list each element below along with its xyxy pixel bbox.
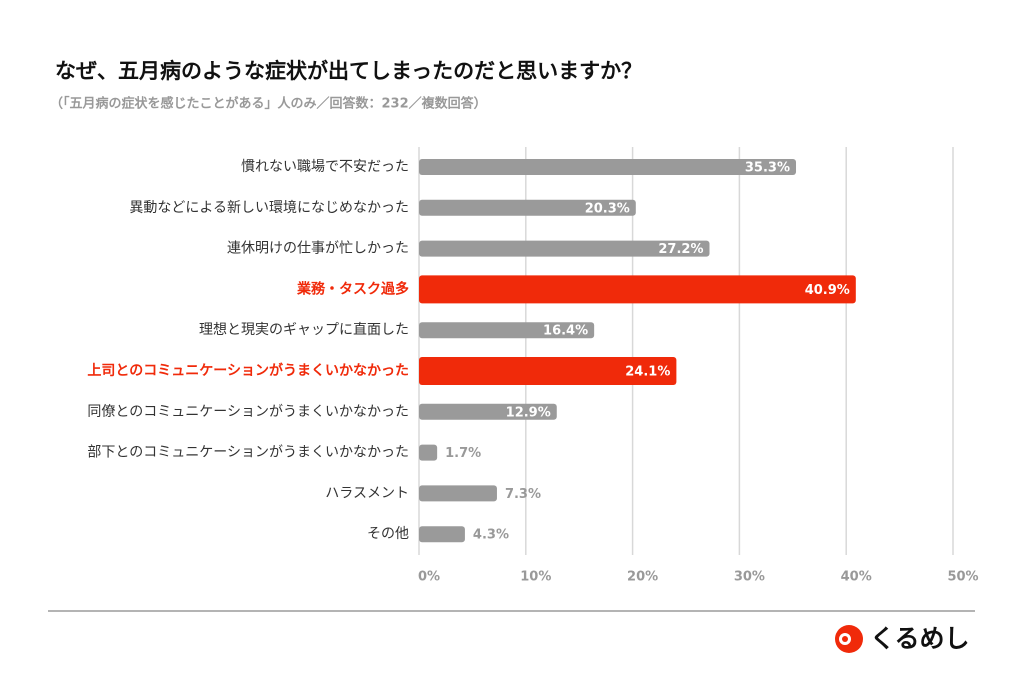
bar: [419, 485, 497, 502]
category-label: 理想と現実のギャップに直面した: [199, 321, 409, 338]
x-tick-label: 10%: [520, 570, 551, 585]
value-label: 1.7%: [445, 446, 481, 461]
x-tick-label: 50%: [947, 570, 978, 585]
value-label: 35.3%: [745, 161, 790, 176]
category-label: 連休明けの仕事が忙しかった: [227, 241, 409, 257]
category-label: 部下とのコミュニケーションがうまくいかなかった: [87, 445, 409, 461]
category-label: 異動などによる新しい環境になじめなかった: [129, 200, 409, 216]
bar: [419, 403, 557, 420]
value-label: 16.4%: [543, 324, 588, 339]
x-tick-label: 40%: [841, 570, 872, 585]
value-label: 12.9%: [506, 405, 551, 420]
value-label: 27.2%: [658, 242, 703, 257]
bar: [419, 444, 438, 461]
value-label: 24.1%: [625, 365, 670, 380]
logo-text: くるめし: [870, 624, 970, 653]
value-label: 4.3%: [473, 528, 509, 543]
x-tick-label: 20%: [627, 570, 658, 585]
category-label: 同僚とのコミュニケーションがうまくいかなかった: [87, 404, 409, 420]
category-label: その他: [367, 526, 409, 542]
bar: [419, 275, 856, 304]
logo-icon: [835, 625, 863, 653]
value-label: 40.9%: [805, 283, 850, 298]
category-label: 慣れない職場で不安だった: [241, 158, 409, 175]
bar: [419, 322, 595, 339]
x-tick-label: 30%: [734, 570, 765, 585]
category-label: 業務・タスク過多: [296, 280, 409, 297]
bar: [419, 199, 636, 216]
bar: [419, 240, 710, 257]
value-label: 20.3%: [585, 201, 630, 216]
category-label: 上司とのコミュニケーションがうまくいかなかった: [87, 362, 409, 379]
bar: [419, 159, 797, 175]
category-label: ハラスメント: [325, 485, 409, 501]
chart-title: なぜ、五月病のような症状が出てしまったのだと思いますか？: [55, 59, 642, 83]
bar: [419, 357, 677, 385]
bar: [419, 526, 465, 543]
x-tick-label: 0%: [418, 570, 440, 585]
value-label: 7.3%: [505, 487, 541, 502]
chart-subtitle: （「五月病の症状を感じたことがある」人のみ／回答数：232／複数回答）: [50, 96, 487, 112]
